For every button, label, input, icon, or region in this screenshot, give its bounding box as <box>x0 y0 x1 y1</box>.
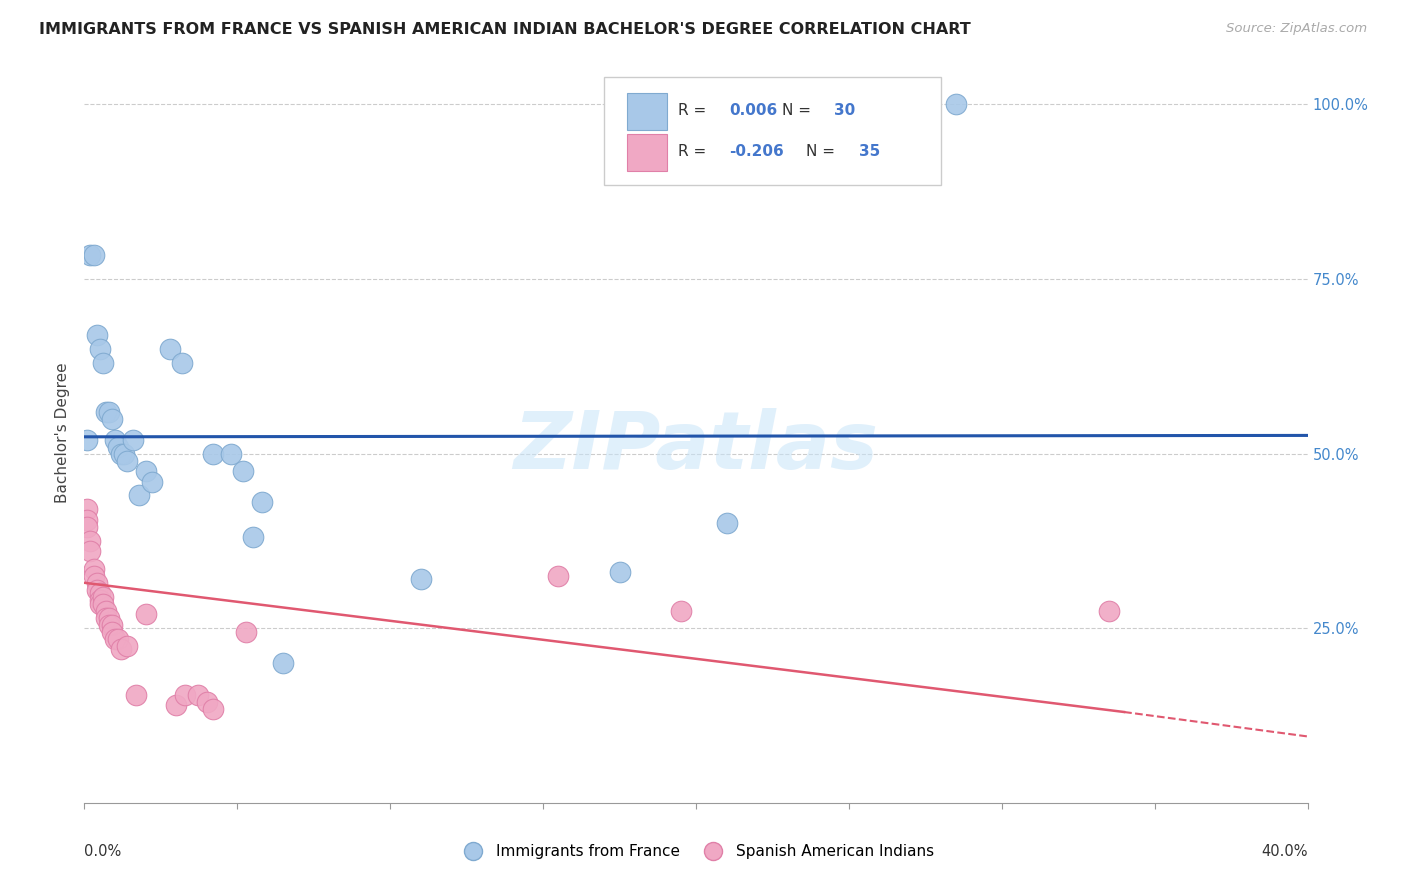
Point <box>101 411 124 425</box>
Text: -0.206: -0.206 <box>728 144 783 159</box>
Point <box>101 624 124 639</box>
Text: 30: 30 <box>834 103 855 118</box>
Point <box>94 405 117 419</box>
Point <box>79 247 101 261</box>
Legend: Immigrants from France, Spanish American Indians: Immigrants from France, Spanish American… <box>451 838 941 865</box>
Point <box>112 446 135 460</box>
Point <box>609 566 631 580</box>
Text: 40.0%: 40.0% <box>1261 844 1308 858</box>
Point <box>83 569 105 583</box>
Point <box>195 694 218 708</box>
Point <box>122 433 145 447</box>
Point <box>110 446 132 460</box>
Point <box>141 475 163 489</box>
Point <box>91 597 114 611</box>
FancyBboxPatch shape <box>627 134 666 170</box>
Point <box>104 433 127 447</box>
Point <box>91 590 114 604</box>
Point <box>186 688 208 702</box>
Point <box>89 342 111 356</box>
Point <box>128 488 150 502</box>
Text: R =: R = <box>678 103 711 118</box>
Point <box>174 688 197 702</box>
Point <box>91 356 114 370</box>
Point <box>235 624 257 639</box>
Text: IMMIGRANTS FROM FRANCE VS SPANISH AMERICAN INDIAN BACHELOR'S DEGREE CORRELATION : IMMIGRANTS FROM FRANCE VS SPANISH AMERIC… <box>39 22 972 37</box>
Point <box>76 502 98 516</box>
Point <box>716 516 738 531</box>
Point <box>172 356 194 370</box>
Point <box>76 520 98 534</box>
Point <box>83 247 105 261</box>
Point <box>76 513 98 527</box>
Text: N =: N = <box>782 103 815 118</box>
Point <box>135 464 157 478</box>
Point <box>89 597 111 611</box>
Point <box>219 446 242 460</box>
Point <box>107 440 129 454</box>
Point <box>201 446 224 460</box>
Text: 0.006: 0.006 <box>728 103 778 118</box>
Point <box>125 688 148 702</box>
Point <box>86 327 108 342</box>
Point <box>107 632 129 646</box>
Point <box>86 582 108 597</box>
Point <box>104 632 127 646</box>
Y-axis label: Bachelor's Degree: Bachelor's Degree <box>55 362 70 503</box>
Point <box>232 464 254 478</box>
Text: R =: R = <box>678 144 711 159</box>
Point <box>89 586 111 600</box>
Point <box>547 569 569 583</box>
Point <box>250 495 273 509</box>
Point <box>271 656 294 670</box>
Point <box>97 405 120 419</box>
Text: 35: 35 <box>859 144 880 159</box>
Point <box>945 97 967 112</box>
Text: 0.0%: 0.0% <box>84 844 121 858</box>
Point <box>76 433 98 447</box>
Text: N =: N = <box>806 144 839 159</box>
Point <box>79 544 101 558</box>
Point <box>83 562 105 576</box>
Point <box>1098 604 1121 618</box>
Point <box>101 617 124 632</box>
Point <box>94 610 117 624</box>
Text: ZIPatlas: ZIPatlas <box>513 409 879 486</box>
Point <box>94 604 117 618</box>
Point <box>115 453 138 467</box>
Point <box>97 610 120 624</box>
Point <box>201 701 224 715</box>
FancyBboxPatch shape <box>627 93 666 130</box>
Point <box>89 593 111 607</box>
Point <box>409 572 432 586</box>
Point <box>79 533 101 548</box>
Point <box>669 604 692 618</box>
Point <box>97 617 120 632</box>
Point <box>165 698 187 712</box>
Point <box>115 639 138 653</box>
Point <box>110 642 132 657</box>
Point <box>242 530 264 544</box>
Text: Source: ZipAtlas.com: Source: ZipAtlas.com <box>1226 22 1367 36</box>
FancyBboxPatch shape <box>605 78 941 185</box>
Point <box>135 607 157 622</box>
Point <box>159 342 181 356</box>
Point <box>86 575 108 590</box>
